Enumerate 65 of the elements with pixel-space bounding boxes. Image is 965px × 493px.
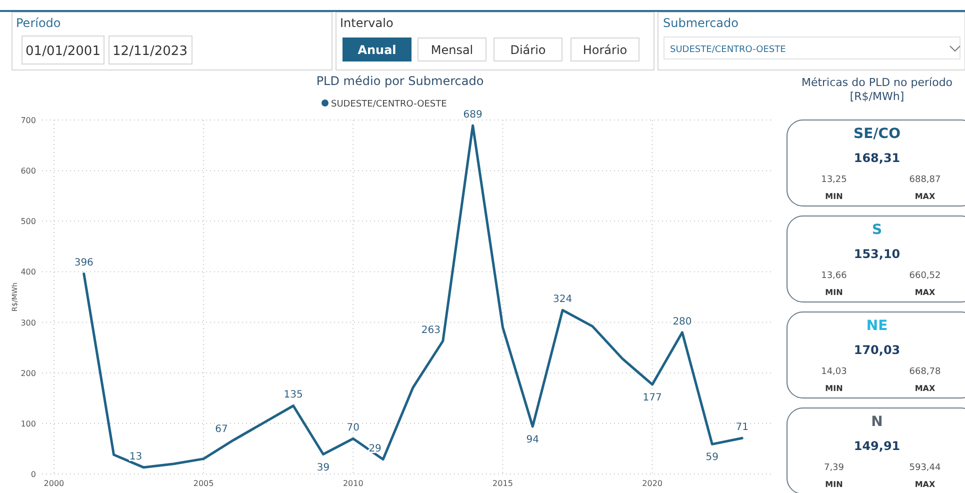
y-tick-label: 0 (30, 470, 36, 479)
data-label: 170,03 (854, 343, 900, 357)
text: 12/11/2023 (112, 44, 188, 59)
data-label: 70 (346, 422, 360, 434)
text: MIN (825, 288, 843, 297)
x-tick-label: 2000 (44, 479, 64, 488)
data-label: 7,39 (824, 463, 844, 473)
data-label: 263 (421, 324, 440, 336)
data-label: 168,31 (854, 151, 900, 165)
data-label: 396 (74, 258, 94, 269)
text: MAX (914, 384, 936, 393)
text: SUDESTE/CENTRO-OESTE (670, 45, 786, 55)
y-tick-label: 600 (20, 166, 36, 176)
y-tick-label: 700 (20, 116, 36, 125)
category-label: S (872, 222, 882, 238)
data-label: 668,78 (909, 367, 942, 377)
data-label: 29 (368, 443, 382, 454)
text: Intervalo (340, 16, 394, 30)
data-label: 177 (642, 392, 662, 404)
text: Submercado (663, 16, 738, 30)
data-label: 13,25 (821, 175, 847, 185)
data-label: 149,91 (854, 439, 900, 453)
data-label: 71 (736, 422, 748, 434)
data-label: 660,52 (909, 271, 941, 281)
data-label: 689 (463, 110, 482, 121)
data-label: 94 (526, 434, 540, 446)
text: Métricas do PLD no período [R$/MWh] (801, 76, 953, 103)
y-tick-label: 300 (20, 318, 36, 328)
data-label: 135 (284, 390, 303, 401)
text: MAX (914, 288, 936, 297)
text: Horário (582, 43, 628, 57)
x-tick-label: 2015 (492, 479, 513, 488)
legend-label: SUDESTE/CENTRO-OESTE (331, 100, 448, 110)
text: 01/01/2001 (26, 44, 100, 59)
data-label: 67 (215, 424, 228, 436)
text: MAX (914, 480, 936, 489)
text: Diário (510, 43, 546, 57)
chart-title: PLD médio por Submercado (316, 74, 484, 88)
data-label: 13 (129, 451, 142, 462)
data-label: 13,66 (821, 271, 848, 281)
data-label: 59 (706, 452, 719, 464)
x-tick-label: 2020 (642, 479, 663, 488)
data-label: 14,03 (821, 367, 847, 377)
category-label: SE/CO (854, 126, 901, 142)
text: MIN (825, 480, 843, 489)
y-tick-label: 500 (20, 217, 36, 226)
y-tick-label: 100 (20, 419, 36, 428)
text: Mensal (430, 43, 474, 57)
legend-label: MAX (914, 192, 936, 201)
data-label: 153,10 (854, 247, 900, 261)
data-label: 688,87 (909, 175, 941, 185)
text: MIN (825, 384, 843, 393)
data-label: 593,44 (909, 463, 942, 473)
x-tick-label: 2005 (193, 479, 214, 488)
data-label: 39 (316, 462, 330, 474)
y-tick-label: 200 (20, 368, 36, 378)
category-label: N (871, 414, 883, 430)
x-tick-label: 2010 (342, 479, 364, 488)
text: Período (16, 16, 61, 30)
data-label: 324 (553, 294, 572, 306)
legend-label: MIN (825, 192, 843, 201)
text: Anual (358, 43, 396, 57)
y-tick-label: 400 (20, 268, 36, 277)
category-label: NE (866, 318, 888, 334)
data-label: 280 (672, 316, 692, 328)
